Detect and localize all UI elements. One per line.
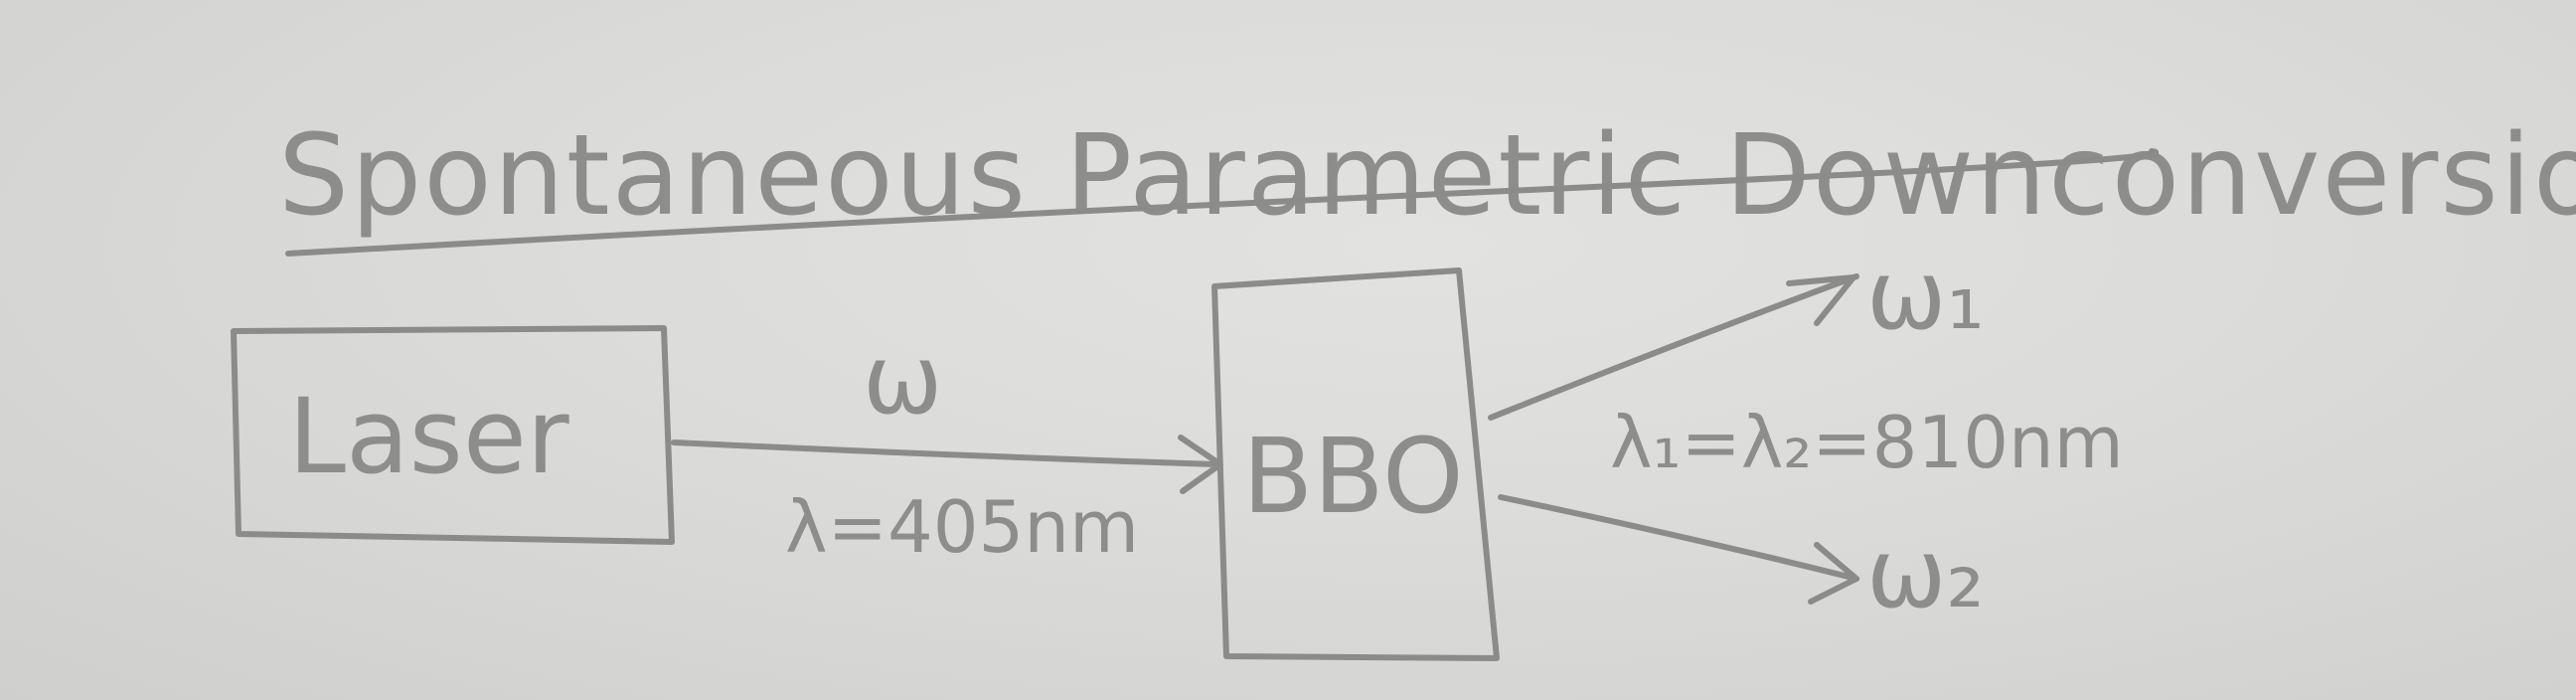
crystal-label: BBO [1242, 416, 1464, 537]
signal-frequency-label: ω₁ [1866, 240, 1985, 351]
diagram-title: Spontaneous Parametric Downconversion [278, 111, 2576, 241]
signal-arrowhead [1786, 274, 1856, 326]
laser-box [231, 325, 675, 545]
idler-beam-arrow [1498, 494, 1859, 582]
idler-arrowhead [1808, 542, 1859, 605]
pump-frequency-label: ω [863, 324, 942, 436]
output-wavelength-label: λ₁=λ₂=810nm [1610, 401, 2124, 484]
pump-wavelength-label: λ=405nm [785, 485, 1139, 569]
idler-frequency-label: ω₂ [1866, 518, 1985, 629]
bbo-crystal-box [1211, 267, 1500, 661]
title-underline [285, 148, 2160, 257]
pump-beam-arrow [671, 439, 1217, 467]
laser-label: Laser [288, 376, 569, 497]
signal-beam-arrow [1488, 273, 1859, 421]
